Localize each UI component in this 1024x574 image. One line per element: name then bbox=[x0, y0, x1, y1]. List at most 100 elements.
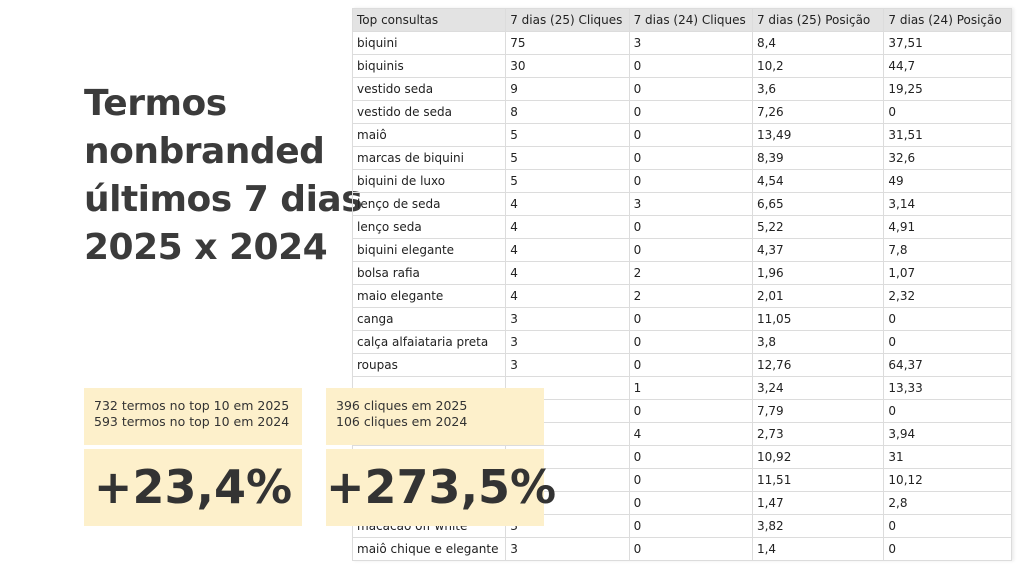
table-cell: 49 bbox=[883, 169, 1012, 193]
table-cell: 37,51 bbox=[883, 31, 1012, 55]
table-cell: roupas bbox=[351, 353, 507, 377]
table-cell: 7,79 bbox=[751, 399, 885, 423]
table-cell: 1,4 bbox=[751, 537, 885, 561]
table-row: biquini elegante 4 0 4,37 7,8 bbox=[351, 238, 1012, 262]
table-cell: 10,2 bbox=[751, 54, 885, 78]
table-cell: 31,51 bbox=[883, 123, 1012, 147]
table-cell: vestido seda bbox=[351, 77, 507, 101]
table-cell: 0 bbox=[628, 54, 753, 78]
table-row: biquini 75 3 8,4 37,51 bbox=[351, 31, 1012, 55]
table-row: roupas 3 0 12,76 64,37 bbox=[351, 353, 1012, 377]
table-cell: 4,54 bbox=[751, 169, 885, 193]
table-row: maiô 5 0 13,49 31,51 bbox=[351, 123, 1012, 147]
table-cell: 30 bbox=[505, 54, 630, 78]
table-cell: 4 bbox=[628, 422, 753, 446]
stat-card: 732 termos no top 10 em 2025 593 termos n… bbox=[84, 388, 302, 445]
table-cell: 9 bbox=[505, 77, 630, 101]
table-cell: 4,37 bbox=[751, 238, 885, 262]
table-cell: 0 bbox=[628, 169, 753, 193]
stat-line: 396 cliques em 2025 bbox=[336, 398, 468, 413]
table-cell: 3 bbox=[505, 330, 630, 354]
table-cell: 2,73 bbox=[751, 422, 885, 446]
table-cell: 3,8 bbox=[751, 330, 885, 354]
table-cell: 4 bbox=[505, 261, 630, 285]
table-row: maio elegante 4 2 2,01 2,32 bbox=[351, 284, 1012, 308]
table-cell: vestido de seda bbox=[351, 100, 507, 124]
header-row: Top consultas 7 dias (25) Cliques 7 dias (… bbox=[351, 8, 1012, 32]
stat-line: 593 termos no top 10 em 2024 bbox=[94, 414, 290, 429]
table-cell: 4 bbox=[505, 215, 630, 239]
table-cell: 0 bbox=[628, 307, 753, 331]
title-line: 2025 x 2024 bbox=[84, 227, 328, 268]
table-cell: 0 bbox=[628, 146, 753, 170]
table-cell: 0 bbox=[883, 330, 1012, 354]
table-row: canga 3 0 11,05 0 bbox=[351, 307, 1012, 331]
table-cell: 1,07 bbox=[883, 261, 1012, 285]
table-cell: 0 bbox=[883, 537, 1012, 561]
table-cell: 4,91 bbox=[883, 215, 1012, 239]
table-cell: 0 bbox=[628, 123, 753, 147]
table-cell: 2,01 bbox=[751, 284, 885, 308]
table-cell: 19,25 bbox=[883, 77, 1012, 101]
table-cell: lenço de seda bbox=[351, 192, 507, 216]
table-row: lenço de seda 4 3 6,65 3,14 bbox=[351, 192, 1012, 216]
table-cell: 10,12 bbox=[883, 468, 1012, 492]
slide-title: Termos nonbranded últimos 7 dias 2025 x 202… bbox=[84, 80, 363, 272]
table-row: bolsa rafia 4 2 1,96 1,07 bbox=[351, 261, 1012, 285]
table-cell: 3,82 bbox=[751, 514, 885, 538]
table-cell: 0 bbox=[628, 238, 753, 262]
table-cell: 5 bbox=[505, 169, 630, 193]
column-header: 7 dias (25) Posição bbox=[751, 8, 885, 32]
table-cell: 0 bbox=[628, 215, 753, 239]
stat-value: +273,5% bbox=[326, 449, 556, 526]
table-cell: 3 bbox=[628, 192, 753, 216]
stat-card: 396 cliques em 2025 106 cliques em 2024 bbox=[326, 388, 544, 445]
table-cell: 8 bbox=[505, 100, 630, 124]
table-cell: maiô bbox=[351, 123, 507, 147]
table-cell: 5 bbox=[505, 123, 630, 147]
column-header: 7 dias (24) Cliques bbox=[628, 8, 753, 32]
table-cell: 13,33 bbox=[883, 376, 1012, 400]
table-cell: 1,96 bbox=[751, 261, 885, 285]
table-row: vestido seda 9 0 3,6 19,25 bbox=[351, 77, 1012, 101]
stat-line: 106 cliques em 2024 bbox=[336, 414, 468, 429]
table-cell: 4 bbox=[505, 284, 630, 308]
table-cell: 3,24 bbox=[751, 376, 885, 400]
table-cell: 0 bbox=[883, 100, 1012, 124]
table-cell: 0 bbox=[628, 399, 753, 423]
table-cell: 5,22 bbox=[751, 215, 885, 239]
table-cell: 7,26 bbox=[751, 100, 885, 124]
table-cell: 6,65 bbox=[751, 192, 885, 216]
table-cell: 1,47 bbox=[751, 491, 885, 515]
column-header: 7 dias (25) Cliques bbox=[505, 8, 630, 32]
table-cell: 0 bbox=[628, 100, 753, 124]
table-cell: 0 bbox=[883, 399, 1012, 423]
table-cell: 0 bbox=[628, 514, 753, 538]
table-cell: 2 bbox=[628, 261, 753, 285]
table-cell: 3 bbox=[505, 353, 630, 377]
table-cell: 11,51 bbox=[751, 468, 885, 492]
title-line: Termos bbox=[84, 83, 227, 124]
table-cell: 12,76 bbox=[751, 353, 885, 377]
table-cell: 3,14 bbox=[883, 192, 1012, 216]
table-cell: 3 bbox=[505, 537, 630, 561]
table-cell: 32,6 bbox=[883, 146, 1012, 170]
table-cell: biquinis bbox=[351, 54, 507, 78]
table-cell: 0 bbox=[883, 307, 1012, 331]
table-cell: 44,7 bbox=[883, 54, 1012, 78]
title-line: nonbranded bbox=[84, 131, 325, 172]
table-row: lenço seda 4 0 5,22 4,91 bbox=[351, 215, 1012, 239]
table-cell: lenço seda bbox=[351, 215, 507, 239]
table-cell: 3 bbox=[505, 307, 630, 331]
table-cell: 8,39 bbox=[751, 146, 885, 170]
stat-line: 732 termos no top 10 em 2025 bbox=[94, 398, 290, 413]
table-cell: biquini de luxo bbox=[351, 169, 507, 193]
table-cell: 5 bbox=[505, 146, 630, 170]
table-cell: 0 bbox=[628, 537, 753, 561]
table-cell: 3,94 bbox=[883, 422, 1012, 446]
table-cell: 31 bbox=[883, 445, 1012, 469]
table-cell: marcas de biquini bbox=[351, 146, 507, 170]
table-cell: 4 bbox=[505, 238, 630, 262]
table-cell: canga bbox=[351, 307, 507, 331]
